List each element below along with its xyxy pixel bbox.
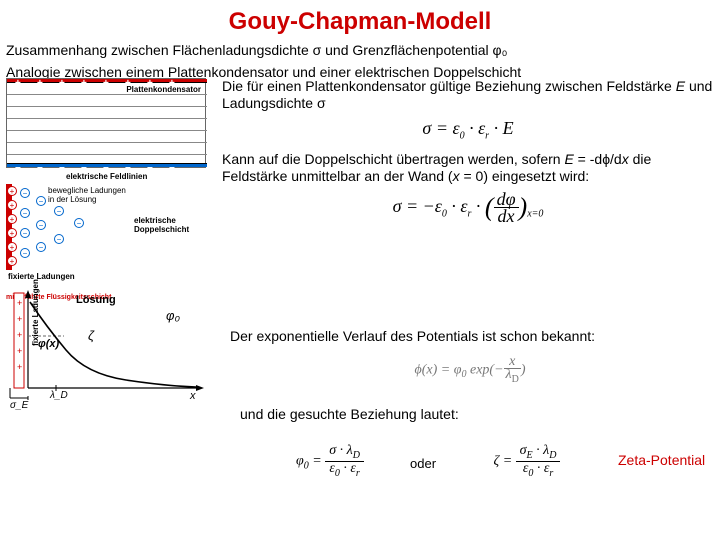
- equation-4a: φ0 = σ · λD ε0 · εr: [260, 444, 400, 479]
- svg-text:+: +: [17, 330, 22, 340]
- page-title: Gouy-Chapman-Modell: [0, 0, 720, 36]
- label-x: x: [190, 390, 196, 402]
- label-sigmaE: σ_E: [10, 400, 28, 411]
- subtitle-2: Analogie zwischen einem Plattenkondensat…: [0, 58, 720, 80]
- label-lambdaD: λ_D: [50, 390, 68, 401]
- svg-text:+: +: [17, 362, 22, 372]
- label-solution: Lösung: [76, 294, 116, 306]
- label-zeta-potential: Zeta-Potential: [618, 452, 705, 468]
- label-mobile-charges: bewegliche Ladungen in der Lösung: [48, 186, 128, 204]
- diagram-potential-decay: + + + + + fixierte Ladungen Lösung φ(x) …: [6, 288, 206, 408]
- left-diagram-column: ++ ++ ++ ++ −− −− −− −− Plattenkondensat…: [6, 78, 218, 408]
- label-zeta-graph: ζ: [88, 328, 94, 343]
- para-3: Der exponentielle Verlauf des Potentials…: [230, 328, 714, 344]
- label-fixed-axis: fixierte Ladungen: [31, 279, 40, 346]
- para-4: und die gesuchte Beziehung lautet:: [240, 406, 459, 422]
- label-fieldlines: elektrische Feldlinien: [66, 172, 147, 181]
- label-phi-x: φ(x): [38, 338, 59, 350]
- diagram-doublelayer: + + + + + + − − − − − − − − − − beweglic…: [6, 184, 206, 270]
- label-oder: oder: [410, 456, 436, 471]
- right-text-column: Die für einen Plattenkondensator gültige…: [222, 78, 714, 234]
- plate-positive: ++ ++ ++ ++: [7, 79, 207, 83]
- label-capacitor: Plattenkondensator: [126, 85, 201, 94]
- label-doublelayer: elektrische Doppelschicht: [134, 216, 206, 234]
- diagram-capacitor: ++ ++ ++ ++ −− −− −− −− Plattenkondensat…: [6, 78, 206, 168]
- svg-text:+: +: [17, 346, 22, 356]
- para-2: Kann auf die Doppelschicht übertragen we…: [222, 151, 714, 185]
- label-phi0: φ₀: [166, 308, 180, 323]
- svg-text:+: +: [17, 298, 22, 308]
- equation-2: σ = −ε0 · εr · ( dφ dx )x=0: [222, 191, 714, 224]
- equation-3: ϕ(x) = φ0 exp(− x λD ): [360, 356, 580, 384]
- svg-text:+: +: [17, 314, 22, 324]
- subtitle-1: Zusammenhang zwischen Flächenladungsdich…: [0, 36, 720, 58]
- plate-negative: −− −− −− −−: [7, 163, 207, 167]
- para-1: Die für einen Plattenkondensator gültige…: [222, 78, 714, 112]
- equation-1: σ = ε0 · εr · E: [222, 118, 714, 142]
- label-fixed-charges: fixierte Ladungen: [8, 272, 75, 281]
- equation-4b: ζ = σE · λD ε0 · εr: [452, 444, 602, 479]
